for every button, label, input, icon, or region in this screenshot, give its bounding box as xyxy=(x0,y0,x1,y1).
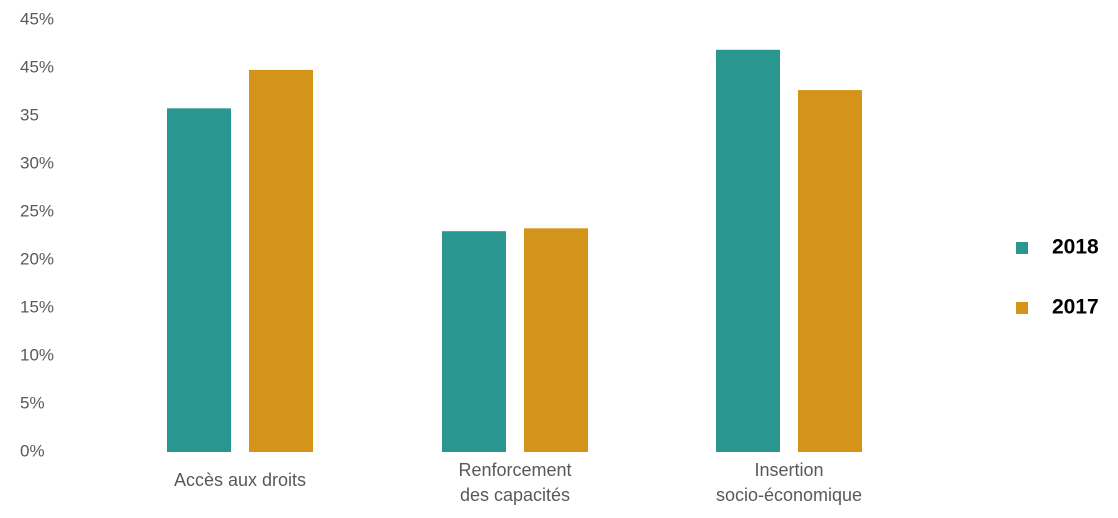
bar xyxy=(442,231,506,452)
bar xyxy=(798,90,862,452)
y-tick-label: 30% xyxy=(20,153,54,172)
y-tick-label: 20% xyxy=(20,249,54,268)
legend-label: 2018 xyxy=(1052,236,1099,259)
y-tick-label: 5% xyxy=(20,393,45,412)
bar xyxy=(249,69,313,453)
y-tick-label: 35 xyxy=(20,105,39,124)
x-tick-label: Accès aux droits xyxy=(173,470,307,490)
y-tick-label: 15% xyxy=(20,297,54,316)
y-tick-label: 0% xyxy=(20,441,45,460)
legend-label: 2017 xyxy=(1052,296,1099,319)
legend-swatch xyxy=(1016,242,1028,254)
y-tick-label: 25% xyxy=(20,201,54,220)
bar xyxy=(524,228,588,452)
bar xyxy=(716,49,780,452)
bar xyxy=(167,108,231,452)
x-tick-label: Insertion socio-économique xyxy=(715,460,863,505)
legend-swatch xyxy=(1016,302,1028,314)
y-tick-label: 45% xyxy=(20,9,54,28)
x-tick-label: Renforcement des capacités xyxy=(458,460,572,505)
y-tick-label: 45% xyxy=(20,57,54,76)
y-tick-label: 10% xyxy=(20,345,54,364)
